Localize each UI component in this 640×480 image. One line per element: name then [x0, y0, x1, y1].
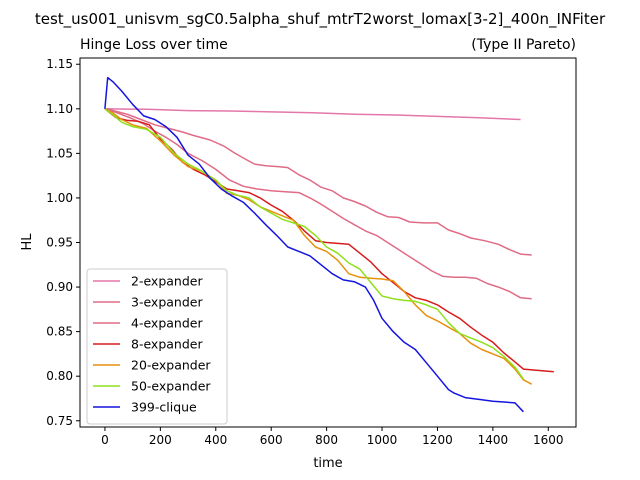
x-tick-label: 1400	[478, 433, 509, 447]
legend-label: 50-expander	[131, 379, 211, 394]
x-tick-label: 1600	[533, 433, 564, 447]
x-tick-label: 0	[101, 433, 109, 447]
x-tick-label: 800	[315, 433, 338, 447]
legend-label: 20-expander	[131, 358, 211, 373]
series-line-4-expander	[104, 108, 532, 300]
axes-title-right: (Type II Pareto)	[471, 37, 576, 53]
y-tick-label: 0.95	[46, 236, 73, 250]
y-tick-label: 0.90	[46, 280, 73, 294]
y-tick-label: 0.80	[46, 369, 73, 383]
x-axis-ticks: 0 200 400 600 800 1000 1200 1400 1600	[101, 427, 564, 447]
y-tick-label: 0.85	[46, 325, 73, 339]
y-tick-label: 1.00	[46, 191, 73, 205]
legend: 2-expander 3-expander 4-expander 8-expander…	[86, 268, 228, 425]
x-axis-label: time	[313, 456, 342, 471]
figure-suptitle: test_us001_unisvm_sgC0.5alpha_shuf_mtrT2…	[35, 10, 606, 29]
legend-label: 3-expander	[131, 295, 203, 310]
x-tick-label: 600	[260, 433, 283, 447]
series-line-2-expander	[104, 108, 521, 121]
series-line-3-expander	[104, 108, 532, 256]
y-tick-label: 1.05	[46, 146, 73, 160]
y-axis-ticks: 0.75 0.80 0.85 0.90 0.95 1.00 1.05 1.10 1.15	[46, 57, 80, 428]
y-tick-label: 1.15	[46, 57, 73, 71]
x-tick-label: 200	[149, 433, 172, 447]
x-tick-label: 400	[204, 433, 227, 447]
legend-label: 4-expander	[131, 316, 203, 331]
legend-label: 8-expander	[131, 337, 203, 352]
legend-frame	[86, 268, 228, 425]
y-tick-label: 0.75	[46, 414, 73, 428]
series-line-50-expander	[104, 108, 525, 380]
x-tick-label: 1000	[367, 433, 398, 447]
legend-label: 2-expander	[131, 274, 203, 289]
plot-lines	[104, 76, 554, 413]
series-line-399-clique	[104, 76, 524, 413]
y-tick-label: 1.10	[46, 102, 73, 116]
axes-title-left: Hinge Loss over time	[80, 37, 228, 53]
y-axis-label: HL	[20, 233, 35, 251]
legend-label: 399-clique	[131, 400, 197, 415]
x-tick-label: 1200	[422, 433, 453, 447]
series-line-20-expander	[104, 108, 533, 385]
